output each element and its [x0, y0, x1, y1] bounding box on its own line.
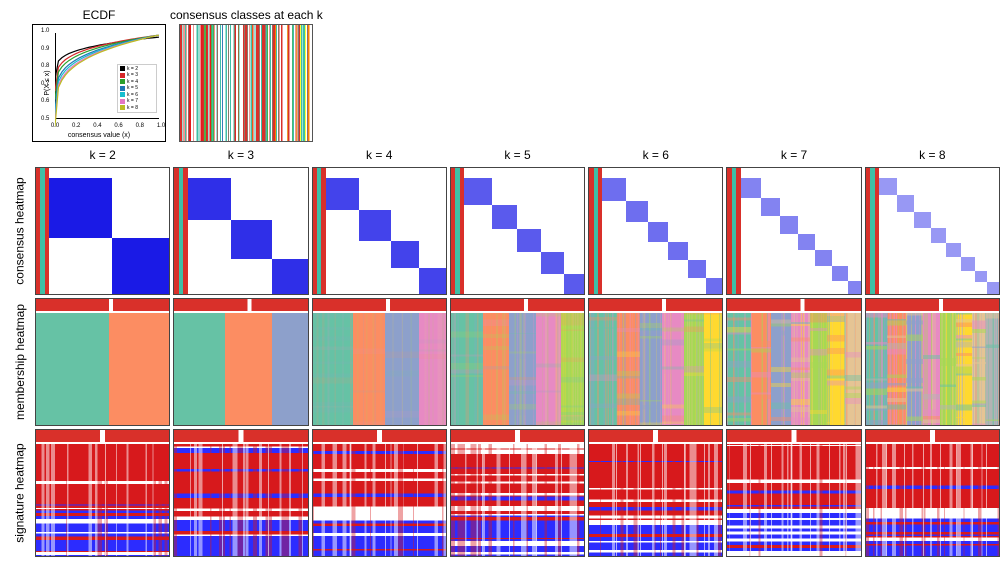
k-header: k = 8: [865, 148, 1000, 164]
signature-heatmap-cell: [312, 429, 447, 557]
signature-heatmap-cell: [726, 429, 861, 557]
consensus-heatmap-cell: [312, 167, 447, 295]
consensus-classes-wrap: consensus classes at each k: [170, 8, 323, 142]
k-header: k = 5: [450, 148, 585, 164]
consensus-heatmap-cell: [726, 167, 861, 295]
k-header: k = 6: [588, 148, 723, 164]
ecdf-legend: k = 2k = 3k = 4k = 5k = 6k = 7k = 8: [117, 64, 157, 114]
signature-heatmap-cell: [865, 429, 1000, 557]
k-header: k = 3: [173, 148, 308, 164]
membership-heatmap-cell: [865, 298, 1000, 426]
consensus-classes-title: consensus classes at each k: [170, 8, 323, 22]
top-panels: ECDF P(X ≤ x) consensus value (x) 0.00.2…: [32, 8, 1000, 142]
signature-heatmap-cell: [35, 429, 170, 557]
ecdf-legend-item: k = 8: [120, 105, 154, 112]
signature-heatmap-cell: [588, 429, 723, 557]
membership-heatmap-cell: [173, 298, 308, 426]
k-header: k = 7: [726, 148, 861, 164]
consensus-heatmap-cell: [865, 167, 1000, 295]
ecdf-title: ECDF: [83, 8, 116, 22]
membership-heatmap-cell: [450, 298, 585, 426]
heatmap-grid: k = 2k = 3k = 4k = 5k = 6k = 7k = 8 conse…: [8, 148, 1000, 557]
membership-heatmap-cell: [312, 298, 447, 426]
k-header: k = 2: [35, 148, 170, 164]
ecdf-panel: P(X ≤ x) consensus value (x) 0.00.20.40.…: [32, 24, 166, 142]
row-label-signature: signature heatmap: [8, 429, 32, 557]
row-label-membership: membership heatmap: [8, 298, 32, 426]
signature-heatmap-cell: [450, 429, 585, 557]
grid-corner: [8, 148, 32, 164]
signature-heatmap-cell: [173, 429, 308, 557]
ecdf-panel-wrap: ECDF P(X ≤ x) consensus value (x) 0.00.2…: [32, 8, 166, 142]
membership-heatmap-cell: [35, 298, 170, 426]
membership-heatmap-cell: [588, 298, 723, 426]
membership-heatmap-cell: [726, 298, 861, 426]
k-header: k = 4: [312, 148, 447, 164]
consensus-heatmap-cell: [35, 167, 170, 295]
consensus-heatmap-cell: [450, 167, 585, 295]
consensus-heatmap-cell: [588, 167, 723, 295]
consensus-classes-panel: [179, 24, 313, 142]
row-label-consensus: consensus heatmap: [8, 167, 32, 295]
consensus-heatmap-cell: [173, 167, 308, 295]
